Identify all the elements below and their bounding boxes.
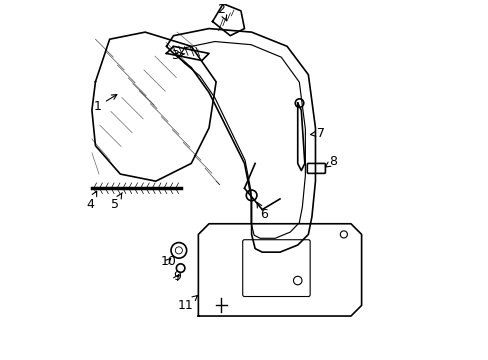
Text: 11: 11 (178, 296, 197, 312)
Text: 2: 2 (217, 3, 226, 21)
Text: 6: 6 (257, 202, 267, 221)
Text: 8: 8 (325, 155, 337, 168)
Text: 5: 5 (111, 193, 122, 211)
Text: 7: 7 (310, 127, 324, 140)
Text: 10: 10 (160, 255, 176, 267)
Text: 1: 1 (93, 95, 117, 113)
Text: 3: 3 (171, 49, 184, 62)
Text: 4: 4 (86, 191, 97, 211)
Text: 9: 9 (173, 270, 181, 283)
